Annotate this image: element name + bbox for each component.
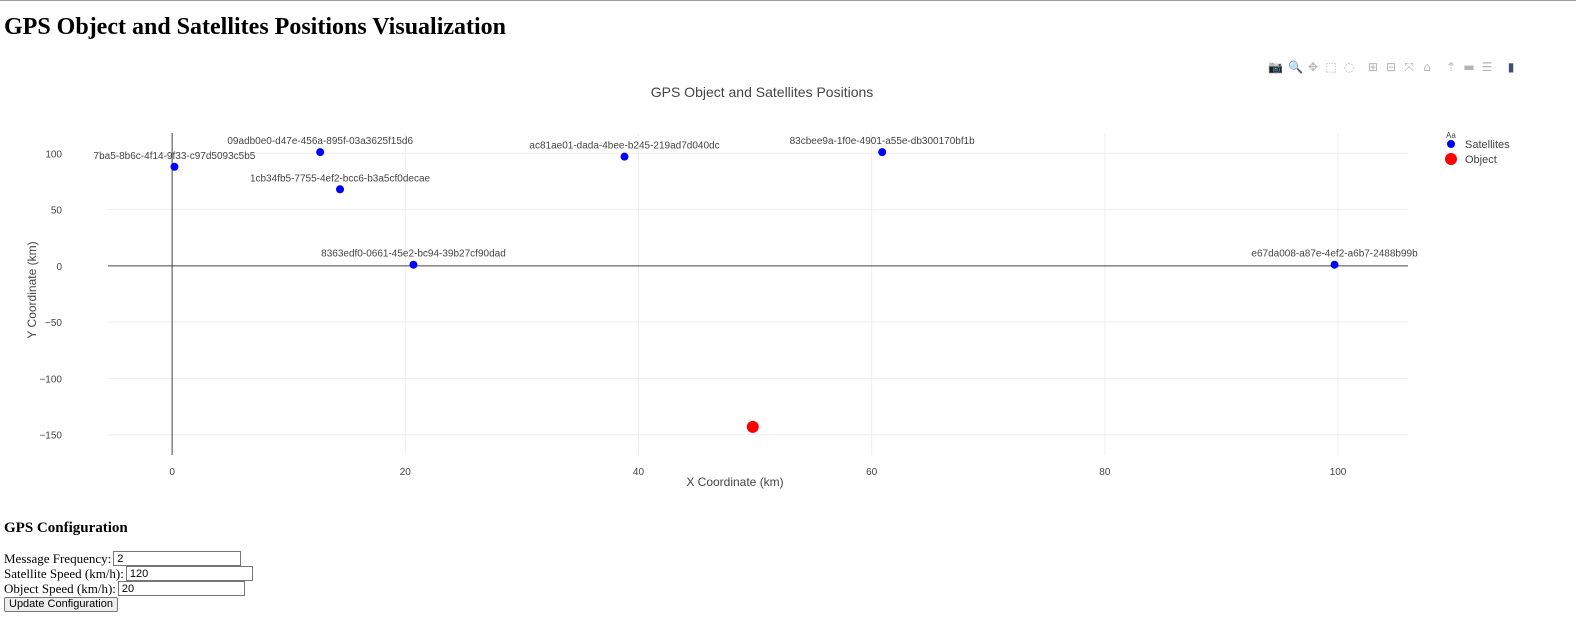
legend-item-object[interactable]: Object bbox=[1445, 153, 1497, 166]
satellite-point bbox=[316, 148, 325, 157]
hover-compare-icon[interactable]: ☰ bbox=[1481, 60, 1493, 74]
top-border bbox=[0, 0, 1576, 1]
chart-axes: 0 20 40 60 80 100 100 50 0 −50 −100 −150 bbox=[39, 133, 1408, 478]
y-tick-label: 100 bbox=[45, 149, 62, 160]
satellite-point bbox=[336, 185, 345, 194]
pan-icon[interactable]: ✥ bbox=[1307, 60, 1319, 74]
scatter-plot[interactable]: GPS Object and Satellites Positions 0 20 4… bbox=[0, 75, 1576, 495]
chart-title: GPS Object and Satellites Positions bbox=[651, 84, 874, 100]
autoscale-icon[interactable]: ⤧ bbox=[1404, 60, 1414, 74]
satellite-point bbox=[170, 162, 179, 171]
y-tick-label: −50 bbox=[45, 318, 62, 329]
lasso-select-icon[interactable]: ◌ bbox=[1343, 60, 1355, 74]
legend-marker-object bbox=[1445, 153, 1457, 165]
legend-item-satellites[interactable]: Satellites bbox=[1447, 139, 1510, 151]
object-speed-input[interactable] bbox=[117, 581, 245, 596]
chart-points: 7ba5-8b6c-4f14-9f33-c97d5093c5b5 09adb0e0… bbox=[94, 136, 1418, 433]
y-tick-label: −100 bbox=[39, 374, 62, 385]
y-tick-label: 0 bbox=[56, 262, 62, 273]
x-tick-label: 20 bbox=[400, 467, 412, 478]
satellite-label: 1cb34fb5-7755-4ef2-bcc6-b3a5cf0decae bbox=[250, 173, 431, 184]
x-tick-label: 0 bbox=[169, 467, 175, 478]
update-row: Update Configuration bbox=[4, 596, 253, 612]
hover-closest-icon[interactable]: ▬ bbox=[1463, 60, 1475, 74]
satellite-label: 83cbee9a-1f0e-4901-a55e-db300170bf1b bbox=[790, 136, 976, 147]
message-frequency-label: Message Frequency: bbox=[4, 551, 112, 566]
x-axis-label: X Coordinate (km) bbox=[686, 475, 783, 489]
satellite-point bbox=[620, 152, 629, 161]
legend-label-object: Object bbox=[1465, 154, 1497, 166]
chart-grid bbox=[108, 133, 1408, 455]
legend-label-satellites: Satellites bbox=[1465, 139, 1510, 151]
satellite-speed-label: Satellite Speed (km/h): bbox=[4, 566, 124, 581]
satellite-point bbox=[1330, 260, 1339, 269]
y-tick-label: 50 bbox=[51, 206, 63, 217]
camera-icon[interactable]: 📷 bbox=[1268, 60, 1283, 74]
satellite-point bbox=[409, 260, 418, 269]
update-configuration-button[interactable]: Update Configuration bbox=[4, 596, 118, 612]
reset-axes-icon[interactable]: ⌂ bbox=[1423, 60, 1431, 74]
message-frequency-input[interactable] bbox=[113, 551, 242, 566]
config-form: Message Frequency: Satellite Speed (km/h… bbox=[4, 551, 253, 612]
plotly-logo-icon[interactable]: ▮ bbox=[1507, 60, 1515, 74]
box-select-icon[interactable]: ⬚ bbox=[1325, 60, 1337, 74]
config-title: GPS Configuration bbox=[4, 520, 128, 536]
object-speed-row: Object Speed (km/h): bbox=[4, 581, 253, 596]
x-tick-label: 100 bbox=[1330, 467, 1347, 478]
zoom-out-icon[interactable]: ⊟ bbox=[1385, 60, 1397, 74]
x-tick-label: 40 bbox=[633, 467, 645, 478]
satellite-label: 09adb0e0-d47e-456a-895f-03a3625f15d6 bbox=[227, 136, 413, 147]
plot-modebar: 📷 🔍 ✥ ⬚ ◌ ⊞ ⊟ ⤧ ⌂ ⇡ ▬ ☰ ▮ bbox=[1268, 60, 1528, 76]
satellite-label: ac81ae01-dada-4bee-b245-219ad7d040dc bbox=[529, 141, 719, 152]
x-tick-label: 80 bbox=[1099, 467, 1111, 478]
object-speed-label: Object Speed (km/h): bbox=[4, 581, 116, 596]
x-tick-label: 60 bbox=[866, 467, 878, 478]
chart-legend[interactable]: Aa Satellites Object bbox=[1445, 131, 1510, 166]
zoom-in-icon[interactable]: ⊞ bbox=[1367, 60, 1379, 74]
satellite-speed-row: Satellite Speed (km/h): bbox=[4, 566, 253, 581]
legend-title: Aa bbox=[1446, 131, 1456, 140]
legend-marker-satellites bbox=[1447, 140, 1455, 148]
satellite-point bbox=[878, 148, 887, 157]
message-frequency-row: Message Frequency: bbox=[4, 551, 253, 566]
satellite-label: 8363edf0-0661-45e2-bc94-39b27cf90dad bbox=[321, 249, 506, 260]
y-axis-label: Y Coordinate (km) bbox=[25, 241, 39, 338]
chart-svg[interactable]: GPS Object and Satellites Positions 0 20 4… bbox=[0, 75, 1576, 495]
object-point bbox=[746, 420, 759, 433]
y-tick-label: −150 bbox=[39, 431, 62, 442]
satellite-label: 7ba5-8b6c-4f14-9f33-c97d5093c5b5 bbox=[94, 151, 256, 162]
satellite-label: e67da008-a87e-4ef2-a6b7-2488b99b bbox=[1251, 249, 1418, 260]
zoom-icon[interactable]: 🔍 bbox=[1288, 60, 1303, 74]
page-heading: GPS Object and Satellites Positions Visu… bbox=[4, 14, 507, 40]
spike-lines-icon[interactable]: ⇡ bbox=[1445, 60, 1457, 74]
satellite-speed-input[interactable] bbox=[125, 566, 253, 581]
